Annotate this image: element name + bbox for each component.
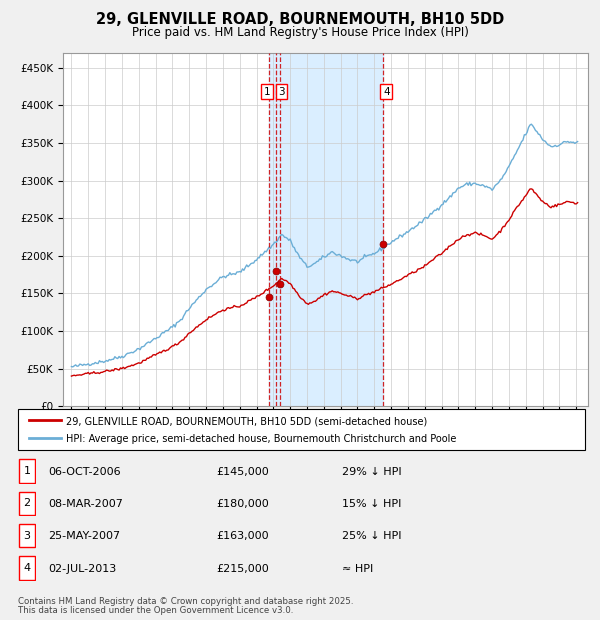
Text: 2: 2: [23, 498, 31, 508]
Text: 25-MAY-2007: 25-MAY-2007: [48, 531, 120, 541]
Text: 02-JUL-2013: 02-JUL-2013: [48, 564, 116, 574]
Text: 15% ↓ HPI: 15% ↓ HPI: [342, 499, 401, 509]
Text: Price paid vs. HM Land Registry's House Price Index (HPI): Price paid vs. HM Land Registry's House …: [131, 26, 469, 39]
Text: 4: 4: [23, 563, 31, 573]
Text: HPI: Average price, semi-detached house, Bournemouth Christchurch and Poole: HPI: Average price, semi-detached house,…: [66, 434, 457, 444]
Bar: [269, 53, 383, 406]
Text: £215,000: £215,000: [216, 564, 269, 574]
Text: £180,000: £180,000: [216, 499, 269, 509]
FancyBboxPatch shape: [19, 459, 35, 483]
Text: £145,000: £145,000: [216, 467, 269, 477]
Text: 4: 4: [383, 87, 390, 97]
Text: 29, GLENVILLE ROAD, BOURNEMOUTH, BH10 5DD (semi-detached house): 29, GLENVILLE ROAD, BOURNEMOUTH, BH10 5D…: [66, 416, 427, 427]
Text: This data is licensed under the Open Government Licence v3.0.: This data is licensed under the Open Gov…: [18, 606, 293, 615]
Text: 3: 3: [23, 531, 31, 541]
Text: 1: 1: [23, 466, 31, 476]
Text: ≈ HPI: ≈ HPI: [342, 564, 373, 574]
Text: £163,000: £163,000: [216, 531, 269, 541]
FancyBboxPatch shape: [19, 556, 35, 580]
FancyBboxPatch shape: [19, 524, 35, 547]
Text: 29, GLENVILLE ROAD, BOURNEMOUTH, BH10 5DD: 29, GLENVILLE ROAD, BOURNEMOUTH, BH10 5D…: [96, 12, 504, 27]
FancyBboxPatch shape: [18, 409, 585, 450]
Text: Contains HM Land Registry data © Crown copyright and database right 2025.: Contains HM Land Registry data © Crown c…: [18, 597, 353, 606]
Text: 25% ↓ HPI: 25% ↓ HPI: [342, 531, 401, 541]
Text: 1: 1: [264, 87, 271, 97]
FancyBboxPatch shape: [19, 492, 35, 515]
Text: 29% ↓ HPI: 29% ↓ HPI: [342, 467, 401, 477]
Text: 08-MAR-2007: 08-MAR-2007: [48, 499, 123, 509]
Text: 06-OCT-2006: 06-OCT-2006: [48, 467, 121, 477]
Text: 3: 3: [278, 87, 285, 97]
